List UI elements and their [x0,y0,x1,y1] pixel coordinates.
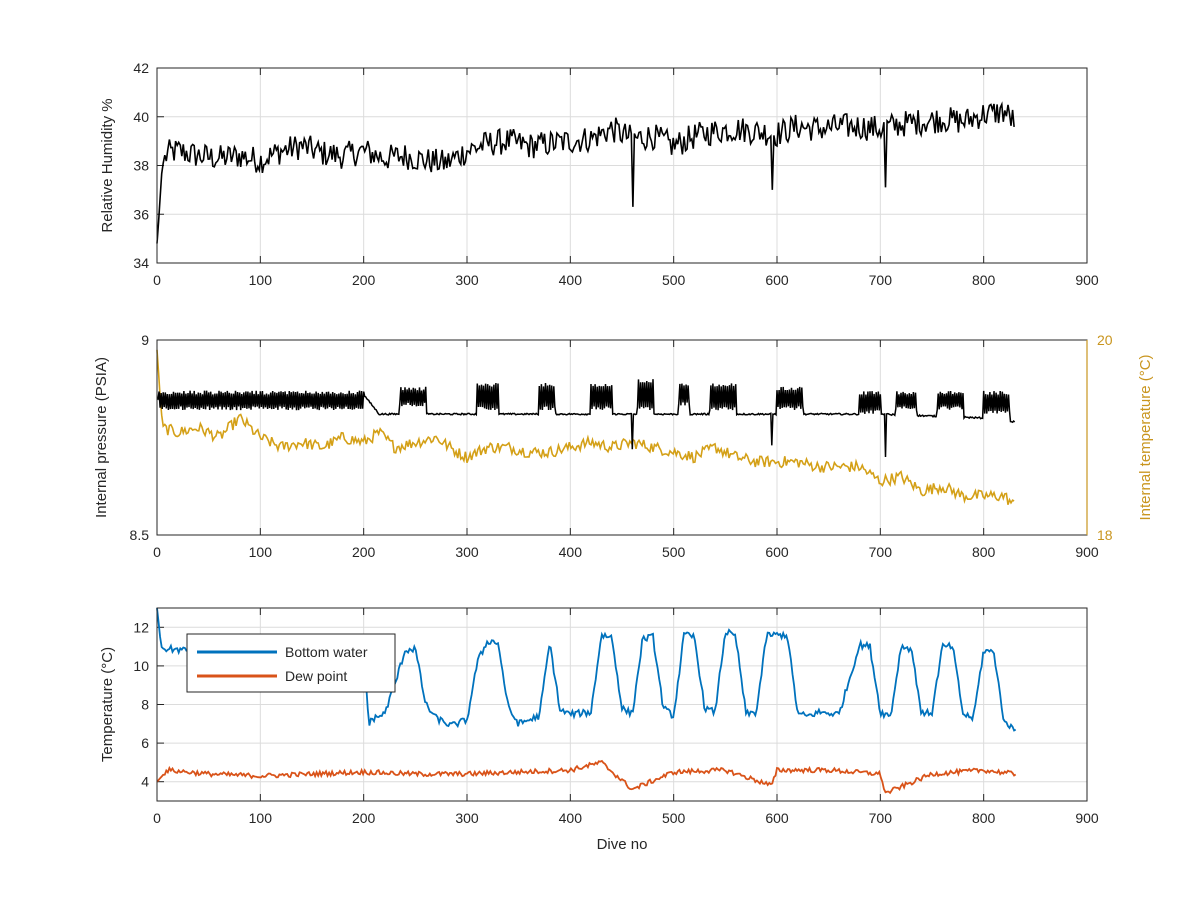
y-tick-label: 38 [133,158,149,174]
y-tick-label: 34 [133,255,149,271]
x-tick-label: 500 [662,544,686,560]
x-tick-label: 500 [662,272,686,288]
y-tick-label: 8.5 [130,527,150,543]
legend-dew-point-label: Dew point [285,668,347,684]
x-tick-label: 300 [455,544,479,560]
x-tick-label: 800 [972,810,996,826]
x-tick-label: 400 [559,272,583,288]
internal-temperature-y-axis-label: Internal temperature (°C) [1137,354,1154,520]
temperature-y-axis-label: Temperature (°C) [99,647,116,762]
y-tick-label: 6 [141,735,149,751]
humidity-y-axis-label: Relative Humidity % [99,98,116,232]
internal-temperature-series-line [156,349,1015,505]
pressure-temperature-plot: 0 100 200 300 400 500 600 700 800 900 8.5 9 18 20 [130,332,1113,560]
y-tick-label: 10 [133,658,149,674]
x-tick-label: 700 [869,272,893,288]
legend-bottom-water-label: Bottom water [285,644,368,660]
x-tick-label: 200 [352,272,376,288]
x-tick-label: 700 [869,810,893,826]
humidity-plot: 0 100 200 300 400 500 600 700 800 900 34 36 38 40 42 [133,60,1098,288]
x-tick-label: 700 [869,544,893,560]
y-tick-label: 8 [141,697,149,713]
x-tick-label: 100 [249,810,273,826]
x-tick-label: 400 [559,810,583,826]
x-tick-label: 0 [153,272,161,288]
x-tick-label: 900 [1075,272,1099,288]
x-tick-label: 600 [765,544,789,560]
x-tick-label: 300 [455,810,479,826]
x-tick-label: 100 [249,272,273,288]
y2-tick-label: 20 [1097,332,1113,348]
x-tick-label: 200 [352,810,376,826]
x-tick-label: 400 [559,544,583,560]
y-tick-label: 40 [133,109,149,125]
y-tick-label: 36 [133,206,149,222]
x-tick-label: 900 [1075,810,1099,826]
y-tick-label: 42 [133,60,149,76]
x-tick-label: 600 [765,810,789,826]
plot-frame [156,67,1088,264]
legend-box [186,633,396,693]
y2-tick-label: 18 [1097,527,1113,543]
x-tick-label: 0 [153,810,161,826]
internal-pressure-series-line [156,379,1016,458]
y-tick-label: 9 [141,332,149,348]
x-tick-label: 800 [972,544,996,560]
dive-no-x-axis-label: Dive no [597,836,648,853]
x-tick-label: 900 [1075,544,1099,560]
x-tick-label: 100 [249,544,273,560]
x-tick-label: 0 [153,544,161,560]
x-tick-label: 500 [662,810,686,826]
y-tick-label: 4 [141,774,149,790]
dew-point-series-line [156,759,1017,795]
legend: Bottom water Dew point [186,633,396,693]
y-tick-label: 12 [133,619,149,635]
plot-frame [156,607,1088,802]
pressure-y-axis-label: Internal pressure (PSIA) [93,357,110,518]
x-tick-label: 200 [352,544,376,560]
x-tick-label: 300 [455,272,479,288]
humidity-series-line [156,101,1015,244]
x-tick-label: 800 [972,272,996,288]
x-tick-label: 600 [765,272,789,288]
